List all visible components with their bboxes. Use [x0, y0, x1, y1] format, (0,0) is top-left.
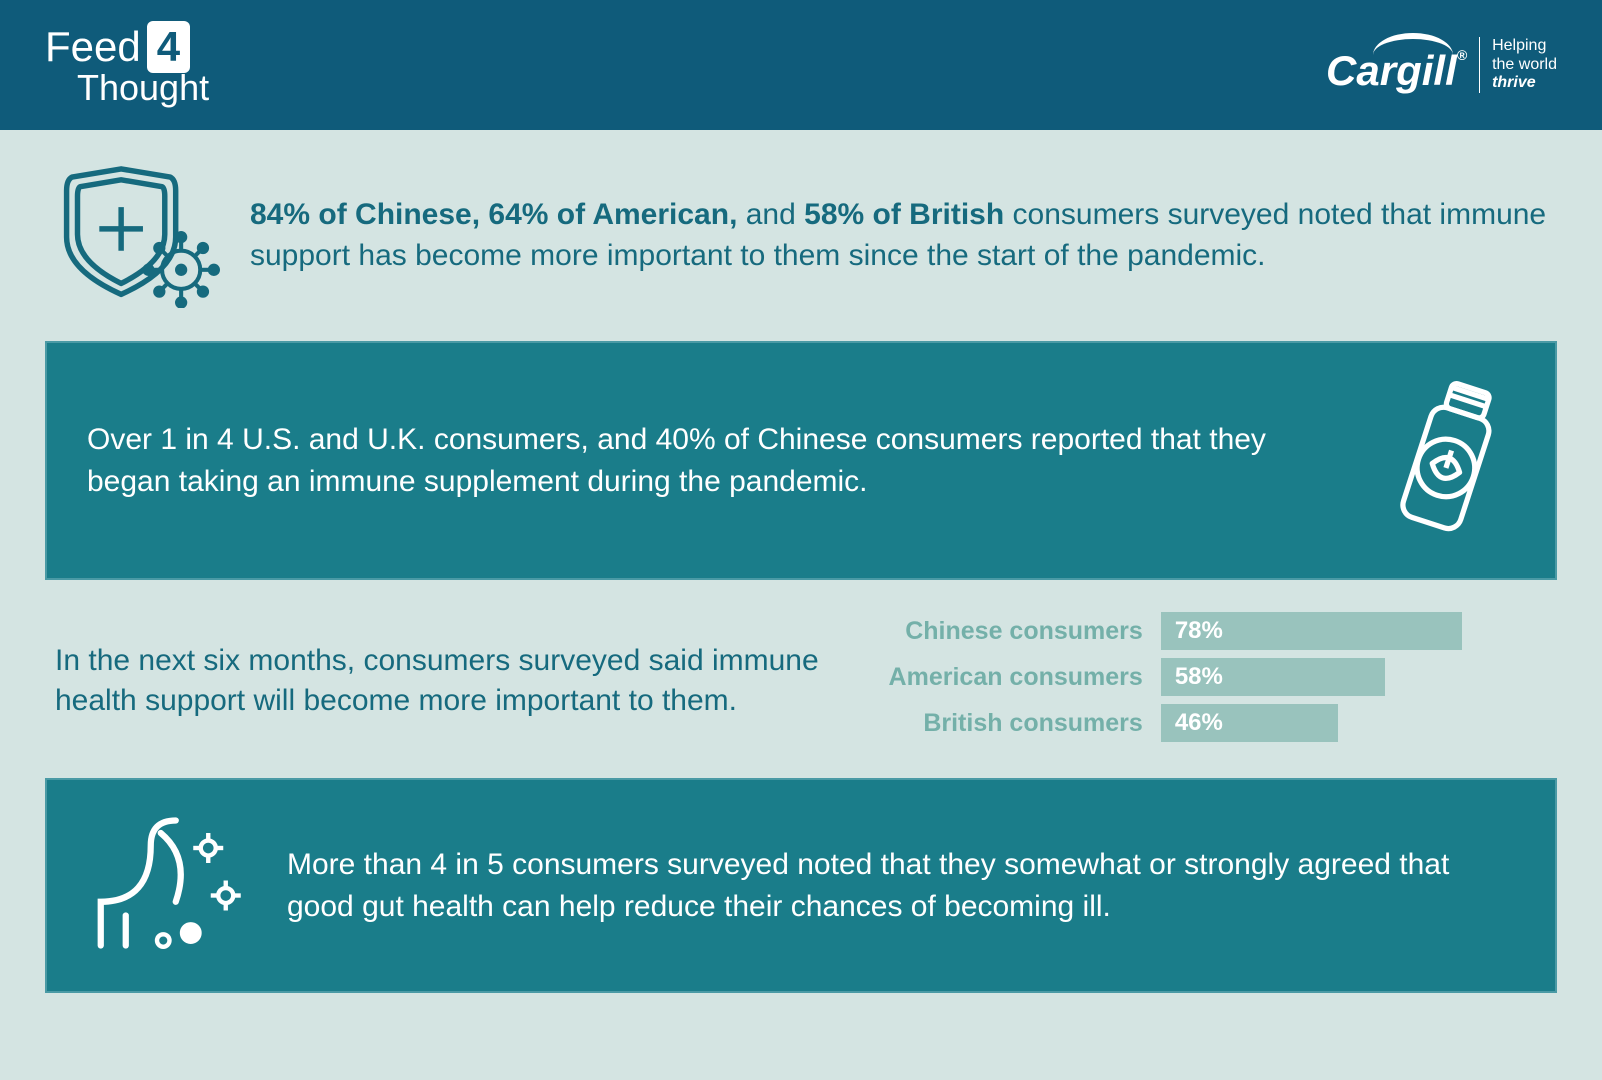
section4-text: More than 4 in 5 consumers surveyed note… [252, 844, 1515, 928]
section3-text: In the next six months, consumers survey… [55, 641, 831, 722]
bar-fill: 78% [1161, 612, 1462, 650]
logo-digit-box: 4 [147, 21, 190, 73]
logo-word-feed: Feed [45, 23, 141, 71]
cargill-logo: Cargill® Helping the world thrive [1326, 35, 1557, 95]
supplement-bottle-icon [1375, 373, 1515, 548]
section2-text: Over 1 in 4 U.S. and U.K. consumers, and… [87, 419, 1345, 503]
bar-fill: 58% [1161, 658, 1385, 696]
bar-label: Chinese consumers [861, 617, 1161, 646]
section1-text: 84% of Chinese, 64% of American, and 58%… [220, 195, 1547, 276]
feed4thought-logo: Feed 4 Thought [45, 21, 209, 109]
section-supplement-uptake: Over 1 in 4 U.S. and U.K. consumers, and… [45, 341, 1557, 580]
gut-barrier-icon [87, 808, 252, 963]
bar-fill: 46% [1161, 704, 1339, 742]
bar-label: British consumers [861, 709, 1161, 738]
bar-track: 78% [1161, 612, 1547, 650]
section-immune-importance: 84% of Chinese, 64% of American, and 58%… [45, 130, 1557, 341]
bar-row: Chinese consumers78% [861, 612, 1547, 650]
bar-label: American consumers [861, 663, 1161, 692]
bar-track: 46% [1161, 704, 1547, 742]
cargill-tagline: Helping the world thrive [1479, 37, 1557, 92]
cargill-wordmark: Cargill® [1326, 35, 1467, 95]
header-bar: Feed 4 Thought Cargill® Helping the worl… [0, 0, 1602, 130]
content-area: 84% of Chinese, 64% of American, and 58%… [0, 130, 1602, 993]
logo-word-thought: Thought [77, 67, 209, 109]
cargill-arc-icon [1373, 33, 1453, 55]
section-gut-health: More than 4 in 5 consumers surveyed note… [45, 778, 1557, 993]
section-future-importance: In the next six months, consumers survey… [45, 580, 1557, 778]
bar-row: American consumers58% [861, 658, 1547, 696]
consumer-bar-chart: Chinese consumers78%American consumers58… [831, 612, 1547, 750]
bar-row: British consumers46% [861, 704, 1547, 742]
shield-virus-icon [55, 158, 220, 313]
bar-track: 58% [1161, 658, 1547, 696]
